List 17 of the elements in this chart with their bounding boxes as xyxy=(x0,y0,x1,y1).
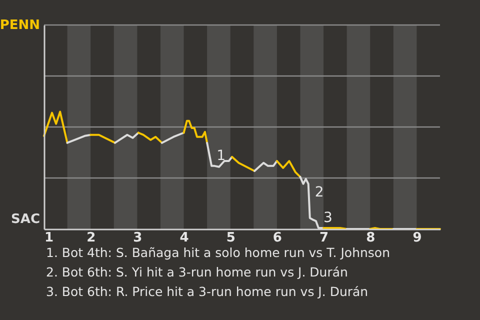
text: 3. Bot 6th: R. Price hit a 3-run home run vs J. Durán xyxy=(46,284,368,299)
text: PENN xyxy=(0,18,40,33)
x-tick-label: 7 xyxy=(320,230,329,246)
x-tick-label: 2 xyxy=(86,230,96,246)
x-tick-label: 6 xyxy=(272,230,282,246)
x-tick-label: 9 xyxy=(412,230,422,246)
x-tick-label: 3 xyxy=(133,230,142,246)
annotation: 2 xyxy=(314,184,324,201)
x-tick-label: 5 xyxy=(226,230,236,246)
text: 2. Bot 6th: S. Yi hit a 3-run home run vs J. Durán xyxy=(46,264,348,280)
text: 1. Bot 4th: S. Bañaga hit a solo home run vs T. Johnson xyxy=(46,245,390,260)
annotation: 3 xyxy=(323,210,332,226)
x-tick-label: 4 xyxy=(180,230,189,246)
x-tick-label: 1 xyxy=(44,230,54,246)
text: SAC xyxy=(11,212,40,227)
x-tick-label: 8 xyxy=(366,230,376,246)
annotation: 1 xyxy=(216,148,226,164)
